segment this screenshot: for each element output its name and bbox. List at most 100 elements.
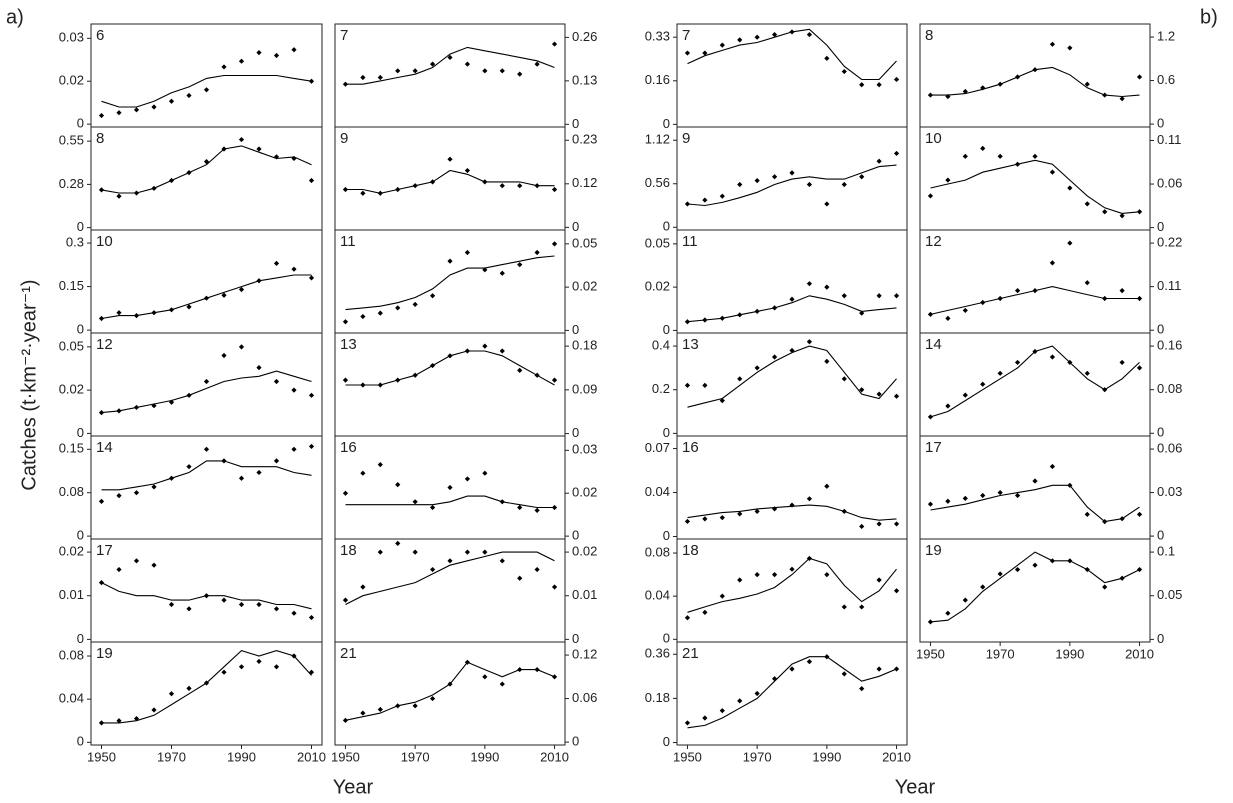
model-line [345,661,555,721]
data-point [754,571,760,578]
data-point [980,145,986,151]
species-number: 12 [925,233,942,250]
data-point [893,393,900,399]
model-line [345,495,555,509]
y-tick-label: 0.16 [1157,338,1182,353]
data-point [1049,463,1056,470]
species-number: 16 [682,439,699,456]
x-axis-label: Year [333,776,374,798]
data-point [859,310,865,316]
data-point [116,193,122,199]
species-number: 17 [925,439,942,456]
y-tick-label: 0 [663,631,670,646]
y-tick-label: 0 [572,425,579,440]
panel-frame [919,23,1151,128]
data-point [945,498,951,504]
data-point [859,685,865,692]
data-point [806,496,813,502]
data-point [893,293,900,299]
y-tick-label: 0.06 [1157,175,1182,190]
y-tick-label: 0.15 [59,441,84,456]
data-point [719,593,725,599]
data-point [517,183,523,189]
species-number: 9 [682,130,690,147]
data-point [1014,566,1021,573]
data-point [499,270,505,276]
data-point [291,266,297,272]
model-line [101,649,312,724]
data-point [482,674,488,680]
y-tick-label: 0 [1157,528,1164,543]
data-point [719,708,725,714]
data-point [841,293,847,299]
data-point [464,249,471,256]
data-point [308,443,315,450]
y-tick-label: 0.01 [572,587,597,602]
data-point [841,68,847,75]
data-point [806,339,813,345]
species-number: 14 [925,336,942,353]
y-tick-label: 0 [1157,631,1164,646]
data-point [806,31,813,38]
y-tick-label: 0.07 [645,440,670,455]
data-point [1049,169,1056,175]
y-tick-label: 0 [663,322,670,337]
y-tick-label: 0.36 [645,646,670,661]
data-point [702,516,708,522]
data-point [1084,280,1090,286]
data-point [771,354,778,360]
data-point [412,549,418,555]
data-point [429,61,436,67]
x-tick-label: 1950 [87,749,116,764]
data-point [702,50,708,56]
y-tick-label: 0.08 [1157,381,1182,396]
data-point [447,156,453,162]
species-number: 9 [340,130,348,147]
y-tick-label: 0 [572,631,579,646]
y-tick-label: 0.02 [59,382,84,397]
species-number: 18 [682,542,699,559]
y-tick-label: 0.28 [59,176,84,191]
data-point [221,352,227,359]
data-point [482,343,488,349]
y-tick-label: 0.08 [59,647,84,662]
data-point [429,504,436,511]
data-point [1084,81,1090,87]
model-line [345,255,555,311]
data-point [238,58,245,64]
data-point [221,669,227,675]
data-point [256,365,262,371]
species-number: 7 [682,27,690,44]
model-line [345,169,555,194]
model-line [930,345,1140,418]
data-point [859,604,865,610]
data-point [841,181,847,188]
data-point [962,88,968,95]
data-point [151,562,157,568]
species-number: 8 [96,130,104,147]
y-tick-label: 0 [1157,425,1164,440]
y-tick-label: 0.09 [572,381,597,396]
data-point [1014,288,1021,294]
data-point [464,167,471,174]
data-point [517,504,523,511]
data-point [1136,566,1143,573]
data-point [308,392,315,398]
data-point [702,382,708,388]
data-point [737,511,743,517]
panel-frame [676,126,908,231]
panel-frame [676,229,908,334]
y-tick-label: 0 [663,116,670,131]
data-point [824,284,830,290]
data-point [754,178,760,184]
data-point [186,685,192,691]
y-tick-label: 0.08 [645,544,670,559]
data-point [997,489,1003,496]
model-line [345,350,555,386]
data-point [771,676,778,682]
data-point [551,377,558,383]
data-point [429,695,436,702]
data-point [945,177,951,183]
data-point [534,507,540,513]
y-tick-label: 0.03 [59,30,84,45]
